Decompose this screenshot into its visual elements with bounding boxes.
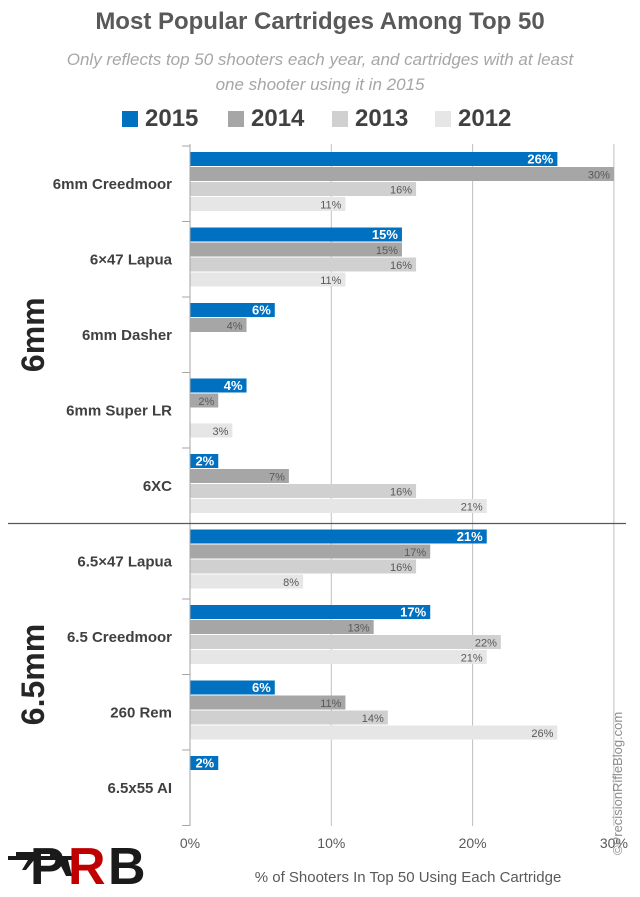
category-label: 6mm Creedmoor [53,176,172,193]
bar-2012 [190,499,487,513]
bar-2015 [190,756,219,770]
group-label: 6mm [15,297,51,372]
bar-2012 [190,574,304,589]
legend-swatch-2014 [228,111,244,127]
category-label: 260 Rem [110,705,172,722]
bar-2012 [190,725,558,740]
chart-legend: 2015 2014 2013 2012 [0,104,640,134]
bar-2013 [190,559,417,574]
bar-2013 [190,182,417,196]
bar-2012 [190,650,487,664]
bar-2012 [190,423,233,438]
data-label-2012: 8% [283,577,299,589]
legend-swatch-2012 [435,111,451,127]
bar-2013 [190,635,501,649]
bar-2013 [190,710,388,725]
data-label-2015: 6% [252,303,271,318]
data-label-2012: 3% [212,426,228,438]
bar-2015 [190,454,219,468]
bar-2015 [190,303,275,317]
x-tick-label: 20% [459,835,487,851]
rifle-icon [8,850,78,876]
bar-2013 [190,484,417,498]
bar-2014 [190,695,346,710]
bar-2014 [190,544,431,559]
x-tick-label: 30% [600,835,628,851]
bar-2015 [190,605,431,619]
legend-item-2013: 2013 [332,104,408,134]
category-label: 6mm Super LR [66,403,172,420]
legend-label-2013: 2013 [355,105,409,132]
legend-label-2014: 2014 [251,105,305,132]
data-label-2012: 21% [461,653,483,665]
data-label-2013: 16% [390,185,412,197]
data-label-2013: 16% [390,260,412,272]
data-label-2012: 11% [320,275,341,287]
bar-2015 [190,227,402,242]
legend-label-2012: 2012 [458,105,512,132]
data-label-2015: 2% [195,756,214,771]
data-label-2012: 11% [320,200,341,212]
bar-2015 [190,378,247,393]
x-tick-label: 10% [317,835,345,851]
legend-label-2015: 2015 [145,105,199,132]
data-label-2014: 17% [404,547,426,559]
svg-text:P: P [30,838,65,890]
data-label-2013: 14% [362,713,384,725]
data-label-2015: 17% [400,605,426,620]
data-label-2015: 26% [527,152,553,167]
prb-logo: P R B [8,832,178,896]
category-label: 6.5×47 Lapua [77,554,172,571]
data-label-2012: 21% [461,502,483,514]
data-label-2015: 15% [372,227,398,242]
category-label: 6.5x55 AI [108,780,173,797]
group-label: 6.5mm [15,624,51,725]
bar-2014 [190,393,219,408]
legend-item-2014: 2014 [228,104,304,134]
legend-swatch-2015 [122,111,138,127]
data-label-2015: 4% [224,378,243,393]
svg-text:B: B [108,838,146,890]
bar-2012 [190,197,346,211]
bar-2015 [190,680,275,695]
legend-item-2012: 2012 [435,104,511,134]
bar-2014 [190,620,374,634]
category-label: 6XC [143,478,172,495]
category-label: 6mm Dasher [82,327,172,344]
data-label-2014: 2% [198,396,214,408]
bar-2012 [190,272,346,287]
data-label-2013: 22% [475,638,497,650]
x-axis-label: % of Shooters In Top 50 Using Each Cartr… [254,869,562,886]
chart-title: Most Popular Cartridges Among Top 50 [95,8,545,35]
legend-item-2015: 2015 [122,104,198,134]
watermark: ©PrecisionRifleBlog.com [610,711,625,855]
bar-2015 [190,152,558,166]
category-label: 6×47 Lapua [90,252,173,269]
data-label-2014: 4% [227,321,243,333]
svg-text:R: R [68,838,106,890]
data-label-2012: 26% [531,728,553,740]
category-label: 6.5 Creedmoor [67,629,172,646]
data-label-2014: 15% [376,245,398,257]
bar-2014 [190,167,614,181]
legend-swatch-2013 [332,111,348,127]
bar-2014 [190,242,402,257]
bar-2015 [190,529,487,544]
data-label-2015: 6% [252,680,271,695]
data-label-2014: 30% [588,170,610,182]
data-label-2015: 2% [195,454,214,469]
x-tick-label: 0% [180,835,200,851]
data-label-2015: 21% [457,529,483,544]
data-label-2013: 16% [390,487,412,499]
data-label-2013: 16% [390,562,412,574]
bar-2014 [190,469,289,483]
bar-2014 [190,318,247,332]
data-label-2014: 11% [320,698,341,710]
data-label-2014: 13% [348,623,370,635]
chart-subtitle: Only reflects top 50 shooters each year,… [66,50,574,94]
data-label-2014: 7% [269,472,285,484]
bar-2013 [190,257,417,272]
